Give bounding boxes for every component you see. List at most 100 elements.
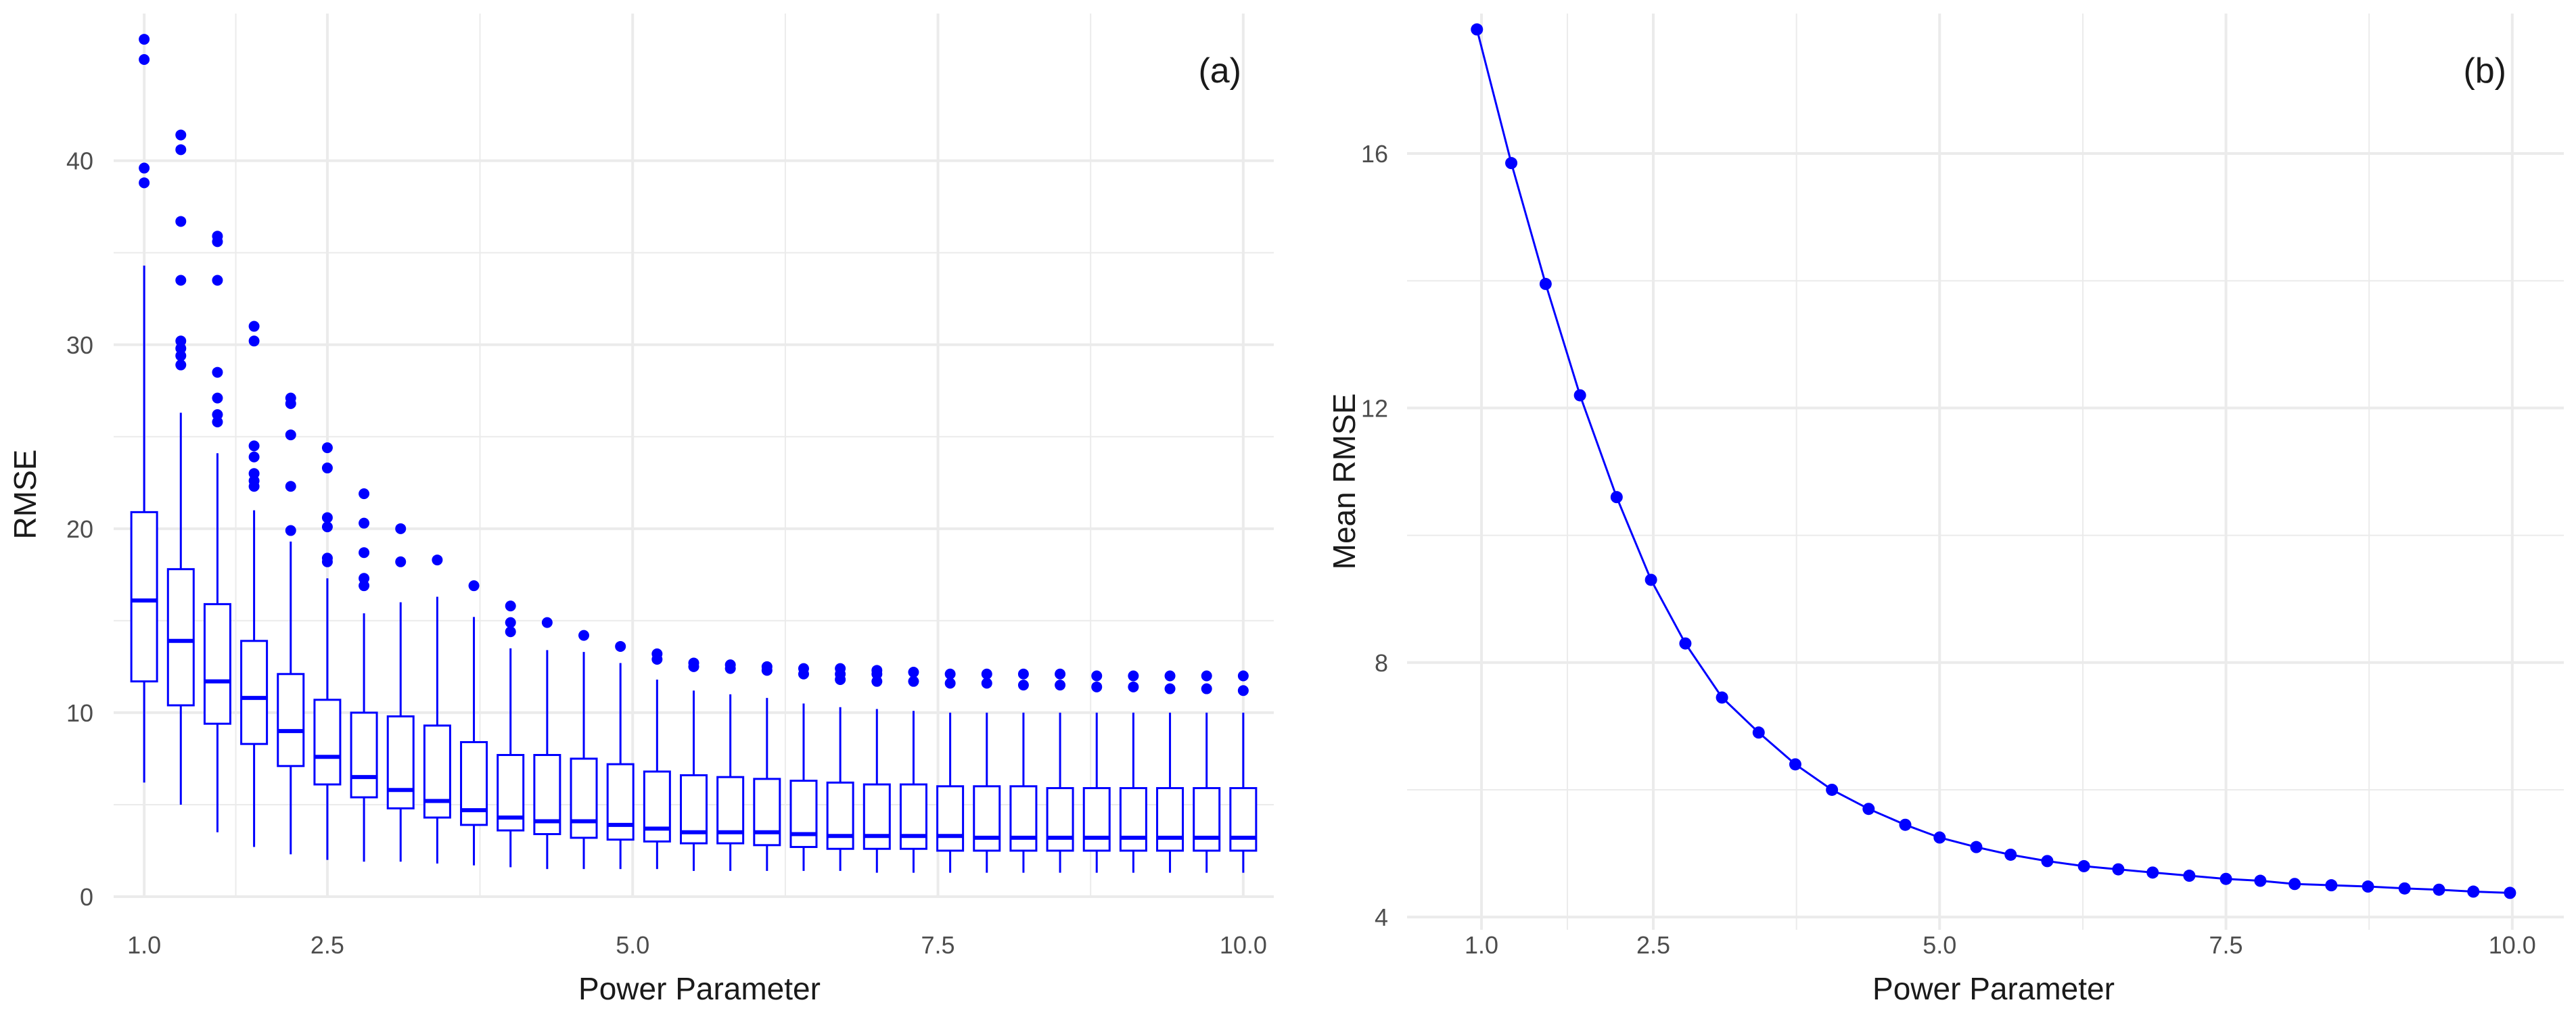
box-outlier-point: [1164, 670, 1176, 682]
box-group: [497, 600, 525, 868]
box-iqr: [203, 603, 231, 725]
box-outlier-point: [1017, 680, 1029, 691]
box-outlier-point: [798, 663, 809, 674]
box-iqr: [899, 783, 927, 850]
box-outlier-point: [615, 640, 626, 652]
panel-b-label: (b): [2463, 51, 2506, 91]
box-iqr: [460, 740, 488, 826]
box-iqr: [973, 785, 1001, 852]
box-outlier-point: [1237, 670, 1249, 682]
panel-b-grid: [1407, 14, 2564, 930]
mean-rmse-point: [2398, 882, 2411, 895]
mean-rmse-point: [1505, 157, 1518, 170]
mean-rmse-point: [1826, 783, 1839, 796]
box-outlier-point: [212, 392, 223, 404]
box-group: [166, 129, 195, 805]
box-outlier-point: [175, 275, 187, 286]
box-iqr: [313, 699, 342, 786]
mean-rmse-point: [2467, 885, 2480, 898]
mean-rmse-point: [2004, 848, 2017, 861]
panel-b-line-chart: 4 8 12 16 1.0 2.5 5.0 7.5 10.0 (b) Power Paramet…: [1327, 14, 2564, 1006]
mean-rmse-point: [1610, 491, 1623, 504]
box-outlier-point: [139, 177, 150, 189]
box-iqr: [1009, 785, 1038, 852]
box-outlier-point: [1201, 670, 1212, 682]
mean-rmse-line: [1475, 29, 2510, 894]
box-outlier-point: [1237, 685, 1249, 697]
box-outlier-point: [359, 488, 370, 500]
box-outlier-point: [505, 626, 516, 638]
box-iqr: [130, 511, 158, 683]
box-group: [1229, 670, 1258, 873]
mean-rmse-point: [2362, 880, 2374, 893]
box-outlier-point: [1164, 683, 1176, 694]
box-group: [203, 231, 231, 832]
box-group: [277, 392, 305, 855]
box-iqr: [606, 763, 635, 841]
mean-rmse-point: [1471, 23, 1484, 36]
panel-b-y-tick-label: 4: [1375, 903, 1388, 931]
box-group: [1009, 668, 1038, 873]
panel-b-x-tick-label: 2.5: [1636, 931, 1670, 959]
panel-a-boxes: [130, 34, 1258, 873]
box-outlier-point: [835, 663, 846, 674]
mean-rmse-point: [1970, 841, 1983, 853]
box-outlier-point: [981, 668, 992, 680]
box-group: [862, 665, 891, 873]
panel-a-label: (a): [1198, 51, 1241, 91]
box-outlier-point: [724, 659, 736, 671]
box-group: [533, 617, 561, 870]
panel-a-y-axis-title: RMSE: [7, 450, 43, 540]
box-outlier-point: [1128, 670, 1139, 682]
box-outlier-point: [285, 525, 296, 536]
box-group: [716, 659, 745, 871]
panel-b-x-tick-label: 10.0: [2489, 931, 2536, 959]
panel-a-tick-labels: 0 10 20 30 40 1.0 2.5 5.0 7.5 10.0: [66, 147, 1267, 959]
box-group: [899, 667, 927, 873]
panel-b-tick-labels: 4 8 12 16 1.0 2.5 5.0 7.5 10.0: [1361, 140, 2536, 959]
box-outlier-point: [505, 600, 516, 612]
box-iqr: [1119, 786, 1147, 852]
box-group: [1156, 670, 1184, 873]
box-outlier-point: [1091, 681, 1103, 692]
box-outlier-point: [908, 667, 919, 678]
panel-a-y-tick-label: 30: [66, 331, 93, 359]
box-outlier-point: [908, 676, 919, 687]
mean-rmse-point: [2254, 874, 2267, 887]
box-outlier-point: [212, 275, 223, 286]
box-outlier-point: [359, 547, 370, 559]
box-outlier-point: [175, 359, 187, 371]
mean-rmse-point: [1899, 818, 1912, 831]
box-outlier-point: [139, 54, 150, 66]
box-outlier-point: [395, 523, 407, 534]
mean-rmse-point: [2288, 878, 2301, 891]
box-outlier-point: [212, 409, 223, 421]
box-group: [753, 661, 781, 871]
box-outlier-point: [541, 617, 553, 628]
panel-b-series: [1471, 23, 2516, 899]
box-outlier-point: [505, 617, 516, 628]
mean-rmse-point: [1573, 389, 1586, 402]
panel-b-x-tick-label: 1.0: [1465, 931, 1498, 959]
box-outlier-point: [175, 216, 187, 227]
box-outlier-point: [285, 481, 296, 492]
mean-rmse-point: [2504, 887, 2516, 899]
box-outlier-point: [321, 552, 333, 564]
box-outlier-point: [761, 661, 773, 672]
box-outlier-point: [468, 580, 480, 592]
panel-b-x-tick-label: 5.0: [1923, 931, 1956, 959]
box-group: [789, 663, 818, 871]
box-outlier-point: [981, 678, 992, 689]
panel-a-x-tick-label: 10.0: [1220, 931, 1267, 959]
box-outlier-point: [321, 463, 333, 474]
panel-a-y-tick-label: 0: [80, 883, 93, 911]
panel-a-x-tick-label: 7.5: [921, 931, 955, 959]
box-outlier-point: [1017, 668, 1029, 680]
box-group: [570, 630, 598, 870]
mean-rmse-point: [2112, 863, 2125, 876]
box-iqr: [1082, 786, 1111, 852]
box-group: [130, 34, 158, 783]
box-group: [460, 580, 488, 866]
box-iqr: [350, 711, 378, 799]
